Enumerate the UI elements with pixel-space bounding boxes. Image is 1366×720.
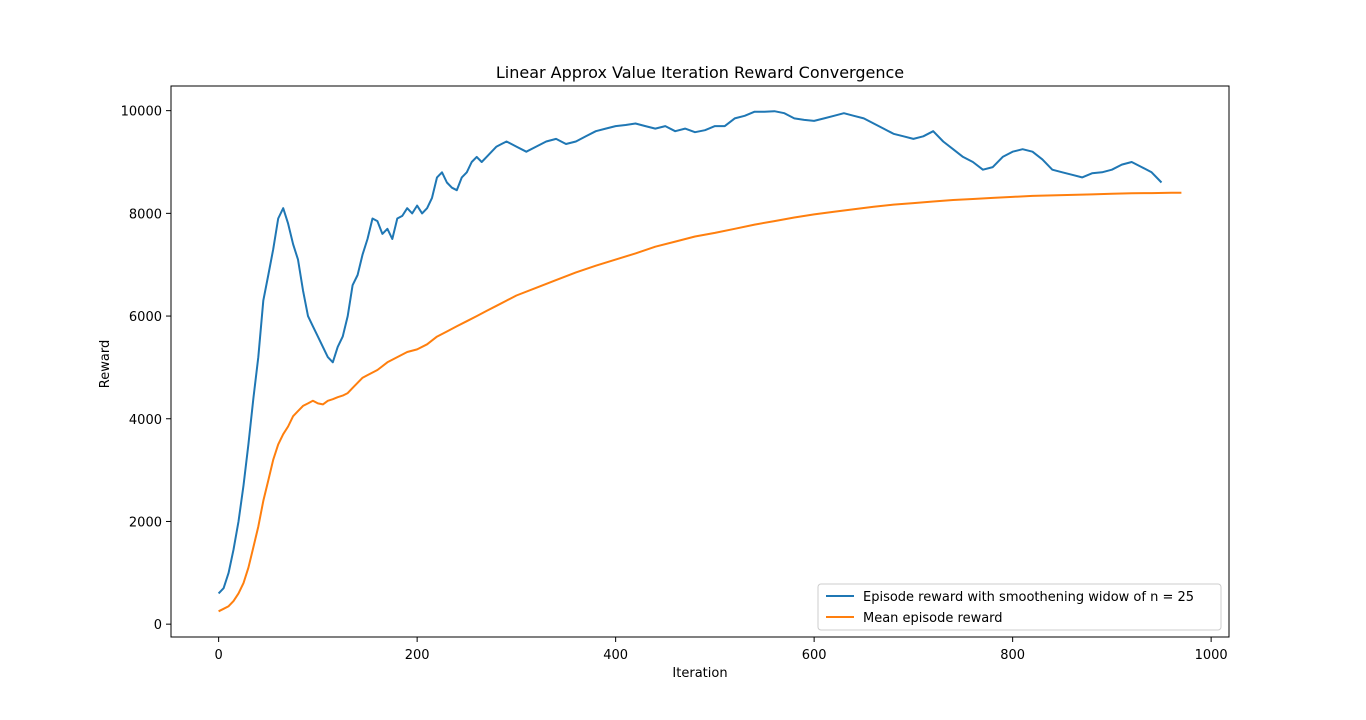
y-tick-label: 0 [154,618,162,633]
x-tick-label: 800 [1000,648,1025,663]
x-tick-label: 0 [214,648,222,663]
legend: Episode reward with smoothening widow of… [817,583,1222,631]
y-tick-label: 8000 [129,207,162,222]
series-group [217,110,1182,613]
x-tick-label: 200 [405,648,430,663]
y-tick-label: 10000 [121,105,162,120]
x-tick-label: 400 [603,648,628,663]
legend-label-mean-reward: Mean episode reward [863,611,1003,626]
y-axis-label: Reward [98,340,113,388]
series-line-1 [218,191,1182,613]
legend-box [817,583,1222,631]
y-axis: 0 2000 4000 6000 8000 10000 [121,105,171,633]
legend-label-episode-reward: Episode reward with smoothening widow of… [863,590,1194,605]
y-tick-label: 4000 [129,413,162,428]
x-axis: 0 200 400 600 800 1000 [214,637,1228,663]
x-tick-label: 600 [802,648,827,663]
y-tick-label: 2000 [129,515,162,530]
plot-frame [170,85,1230,638]
x-tick-label: 1000 [1195,648,1228,663]
y-tick-label: 6000 [129,310,162,325]
series-line-0 [217,110,1163,595]
plot-area: 0 200 400 600 800 1000 0 2000 4000 6000 8000 10000 [121,85,1230,663]
x-axis-label: Iteration [672,666,727,681]
chart-title: Linear Approx Value Iteration Reward Con… [496,63,904,82]
